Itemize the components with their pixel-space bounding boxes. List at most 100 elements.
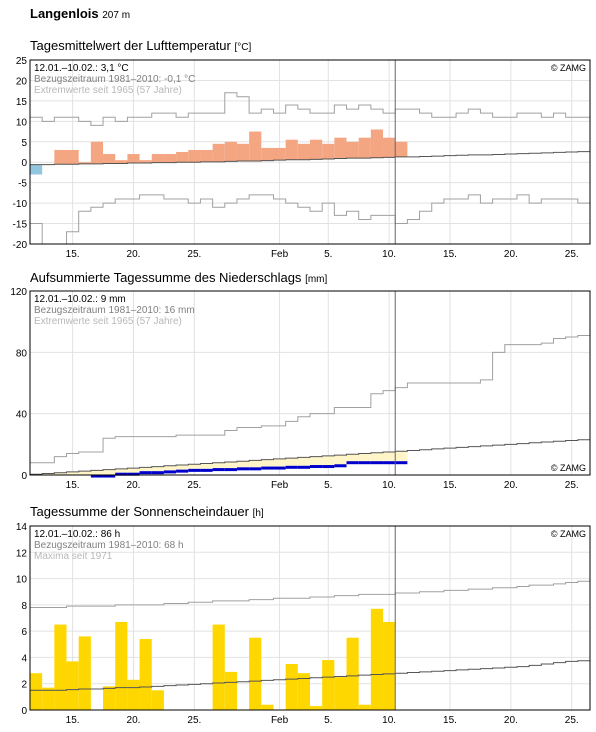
sun-bar [261,705,273,710]
temp-bar [383,138,395,158]
temp-bar [54,150,66,164]
temp-y-tick-label: 0 [21,158,27,169]
precip-chart-unit: [mm] [305,274,327,285]
temp-bar [213,144,225,162]
precip-x-tick-label: 20. [504,480,518,491]
sun-x-tick-label: 15. [66,715,80,726]
sun-y-tick-label: 12 [16,548,28,559]
precip-x-tick-label: Feb [271,480,289,491]
precip-x-tick-label: 15. [66,480,80,491]
sun-bar [140,639,152,710]
temp-bar [359,138,371,158]
temp-bar [371,130,383,158]
sun-bar [79,636,91,710]
precip-normal-line [30,440,590,475]
precip-chart-title: Aufsummierte Tagessumme des Niederschlag… [30,270,327,285]
temp-y-tick-label: 15 [16,97,28,108]
precip-deficit [359,454,371,462]
precip-bar [225,468,237,471]
temp-x-tick-label: 5. [324,249,332,260]
sun-bar [127,680,139,710]
precip-deficit [249,460,261,467]
sun-max-line [30,581,590,607]
sun-bar [152,690,164,710]
temp-y-tick-label: 20 [16,76,28,87]
sun-bar [213,625,225,710]
precip-bar [371,461,383,464]
temp-chart-title-text: Tagesmittelwert der Lufttemperatur [30,38,231,53]
temp-bar [91,142,103,164]
temp-max-line [30,93,590,126]
sun-y-tick-label: 14 [16,522,28,533]
sun-y-tick-label: 6 [21,627,27,638]
precip-bar [383,461,395,464]
precip-deficit [152,467,164,472]
precip-x-tick-label: 10. [382,480,396,491]
precip-bar [249,467,261,470]
sun-bar [347,638,359,710]
precip-deficit [371,453,383,461]
temp-y-tick-label: -5 [18,179,27,190]
temp-bar [103,154,115,163]
precip-copyright: © ZAMG [551,463,586,473]
precip-bar [200,469,212,472]
sun-x-tick-label: 10. [382,715,396,726]
temp-bar [322,144,334,159]
temp-info-extremes: Extremwerte seit 1965 (57 Jahre) [34,85,182,96]
temp-bar [286,140,298,160]
sun-bar [225,672,237,710]
sun-bar [383,622,395,710]
temp-copyright: © ZAMG [551,63,586,73]
sun-bar [67,661,79,710]
temp-bar [347,142,359,158]
precip-bar [164,470,176,473]
sun-x-tick-label: 25. [565,715,579,726]
sun-x-tick-label: 15. [443,715,457,726]
precip-deficit [200,464,212,469]
precip-deficit [334,455,346,464]
temp-x-tick-label: 20. [504,249,518,260]
sun-x-tick-label: 20. [504,715,518,726]
temp-y-tick-label: -20 [13,240,28,251]
precip-deficit [164,466,176,471]
precip-deficit [310,457,322,465]
sun-bar [371,609,383,710]
temp-info-current: 12.01.–10.02.: 3,1 °C [34,63,129,74]
precip-y-tick-label: 120 [10,287,27,298]
precip-chart-title-text: Aufsummierte Tagessumme des Niederschlag… [30,270,301,285]
sun-x-tick-label: 25. [187,715,201,726]
sun-info-extremes: Maxima seit 1971 [34,551,113,562]
precip-bar [347,461,359,464]
sun-info-reference: Bezugszeitraum 1981–2010: 68 h [34,540,184,551]
precip-deficit [140,467,152,471]
precip-deficit [103,470,115,475]
precip-x-tick-label: 5. [324,480,332,491]
precip-deficit [322,456,334,465]
precip-deficit [237,461,249,467]
precip-info-current: 12.01.–10.02.: 9 mm [34,294,126,305]
temp-bar [152,154,164,163]
temp-x-tick-label: Feb [271,249,289,260]
sun-chart-unit: [h] [253,508,264,519]
sun-bar [334,677,346,710]
temp-y-tick-label: -15 [13,220,28,231]
sun-y-tick-label: 0 [21,706,27,717]
precip-deficit [225,462,237,468]
temp-bar [188,150,200,162]
precip-bar [261,467,273,470]
sun-y-tick-label: 2 [21,680,27,691]
temp-x-tick-label: 15. [66,249,80,260]
sun-bar [54,625,66,710]
temp-x-tick-label: 20. [127,249,141,260]
temp-x-tick-label: 25. [187,249,201,260]
precip-info-reference: Bezugszeitraum 1981–2010: 16 mm [34,305,195,316]
sun-info-current: 12.01.–10.02.: 86 h [34,529,120,540]
temp-bar [30,165,42,175]
precip-bar [188,469,200,472]
sun-bar [286,664,298,710]
precip-info-extremes: Extremwerte seit 1965 (57 Jahre) [34,316,182,327]
precip-x-tick-label: 15. [443,480,457,491]
precip-y-tick-label: 0 [21,471,27,482]
precip-deficit [273,459,285,467]
precip-deficit [213,463,225,468]
